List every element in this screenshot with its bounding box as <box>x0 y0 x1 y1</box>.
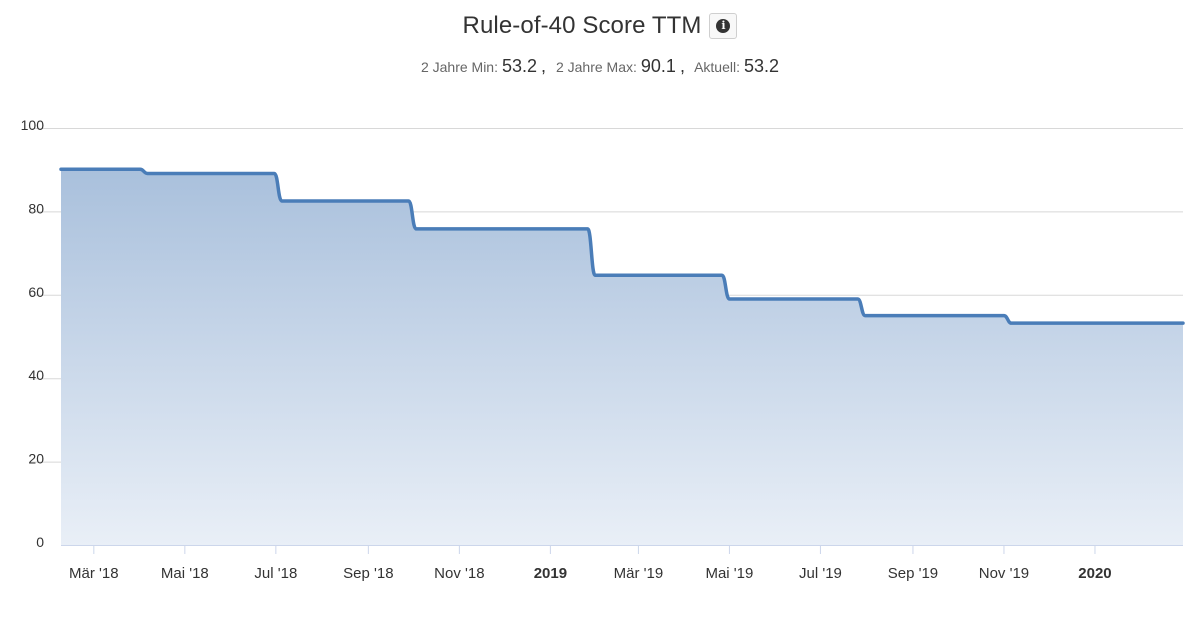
x-tick-label: Nov '18 <box>434 565 484 582</box>
stat-current-label: Aktuell: <box>694 59 740 75</box>
stat-max-value: 90.1 <box>640 56 676 76</box>
info-circle-icon: i <box>716 19 731 33</box>
series-line <box>59 167 1185 325</box>
stat-min-value: 53.2 <box>502 56 538 76</box>
stat-max-label: 2 Jahre Max: <box>555 59 637 75</box>
x-tick-label: Sep '18 <box>343 565 393 582</box>
stat-max-suffix: , <box>679 56 685 76</box>
chart-title: Rule-of-40 Score TTM <box>462 12 702 39</box>
stats-line: 2 Jahre Min: 53.2, 2 Jahre Max: 90.1, Aktu… <box>0 56 1200 77</box>
y-tick-label: 100 <box>21 117 45 133</box>
stat-current-value: 53.2 <box>744 56 780 76</box>
x-tick-label: Sep '19 <box>888 565 938 582</box>
x-tick-label: Jul '19 <box>799 565 842 582</box>
stat-min-label: 2 Jahre Min: <box>420 59 498 75</box>
stat-min-suffix: , <box>541 56 547 76</box>
y-tick-label: 40 <box>28 367 44 383</box>
y-tick-label: 20 <box>28 451 44 467</box>
y-tick-label: 0 <box>36 534 44 550</box>
x-tick-label: Nov '19 <box>979 565 1029 582</box>
x-tick-label: Mai '19 <box>705 565 753 582</box>
x-tick-label: Mär '19 <box>614 565 664 582</box>
x-tick-label: Jul '18 <box>254 565 297 582</box>
series-area <box>61 169 1183 545</box>
x-tick-label: 2020 <box>1078 565 1111 582</box>
x-tick-label: Mai '18 <box>161 565 209 582</box>
y-tick-label: 80 <box>28 200 44 216</box>
y-tick-label: 60 <box>28 284 44 300</box>
title-row: Rule-of-40 Score TTM i <box>0 12 1200 40</box>
x-tick-label: 2019 <box>534 565 567 582</box>
info-button[interactable]: i <box>709 13 738 39</box>
x-tick-label: Mär '18 <box>69 565 119 582</box>
